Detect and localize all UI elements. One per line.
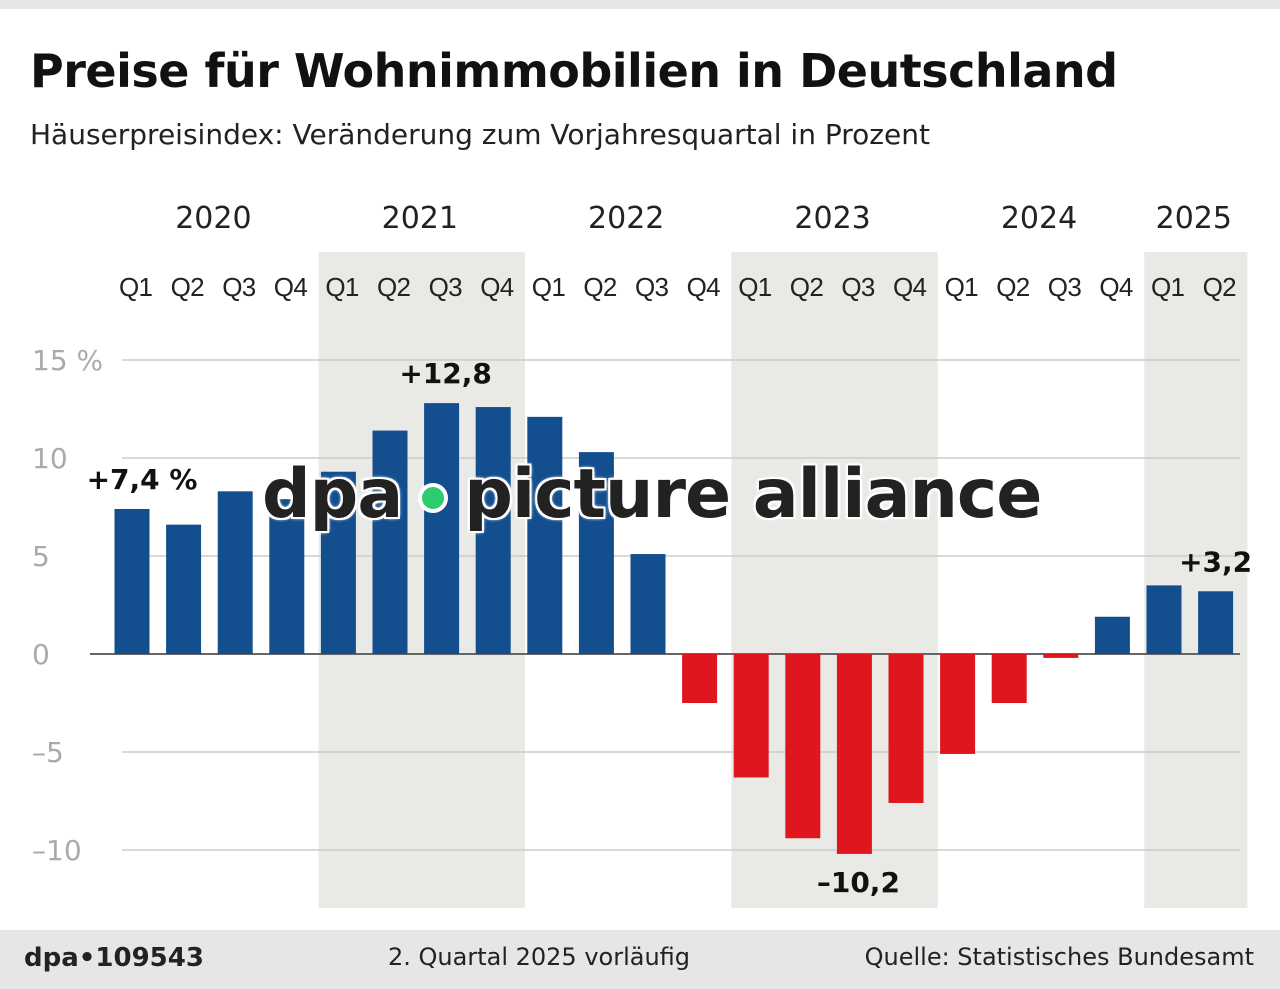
footer-source: Quelle: Statistisches Bundesamt [864, 943, 1254, 971]
quarter-label: Q2 [790, 272, 824, 302]
bar [1198, 591, 1234, 654]
quarter-label: Q2 [171, 272, 205, 302]
footer: dpa•109543 2. Quartal 2025 vorläufig Que… [0, 930, 1280, 989]
bar [424, 403, 460, 654]
watermark-logo: dpa picture alliance [262, 455, 1042, 534]
quarter-label: Q4 [687, 272, 721, 302]
bar [114, 508, 150, 654]
bar [785, 654, 821, 839]
y-tick-label: –5 [32, 736, 64, 769]
bar [372, 430, 408, 654]
bar [1146, 585, 1182, 654]
bar [1094, 616, 1130, 654]
y-tick-label: 5 [32, 540, 50, 573]
y-tick-label: 0 [32, 638, 50, 671]
bar [1043, 654, 1079, 658]
quarter-label: Q1 [945, 272, 979, 302]
data-label: –10,2 [817, 866, 900, 899]
quarter-label: Q3 [635, 272, 669, 302]
data-label: +3,2 [1179, 545, 1252, 578]
bar [733, 654, 769, 778]
bar [475, 407, 511, 654]
year-label: 2021 [382, 201, 458, 236]
quarter-label: Q3 [1048, 272, 1082, 302]
quarter-label: Q2 [377, 272, 411, 302]
chart: 15 % 10 5 0 –5 –10 Q1 Q2 Q3 Q4 Q1 Q2 Q3 Q4 Q1 Q2 Q3 Q4 Q1 Q… [32, 201, 1252, 908]
bar [217, 491, 253, 654]
quarter-label: Q2 [583, 272, 617, 302]
bar [630, 554, 666, 654]
quarter-label: Q2 [996, 272, 1030, 302]
footer-note: 2. Quartal 2025 vorläufig [388, 943, 691, 971]
footer-id: dpa•109543 [24, 943, 204, 973]
top-bar [0, 0, 1280, 9]
quarter-label: Q4 [274, 272, 308, 302]
quarter-label: Q4 [1099, 272, 1133, 302]
data-label: +7,4 % [87, 463, 198, 496]
year-band [731, 252, 938, 908]
chart-title: Preise für Wohnimmobilien in Deutschland [30, 44, 1118, 98]
chart-subtitle: Häuserpreisindex: Veränderung zum Vorjah… [30, 118, 930, 151]
quarter-label: Q4 [480, 272, 514, 302]
quarter-label: Q1 [119, 272, 153, 302]
quarter-label: Q3 [222, 272, 256, 302]
bar [836, 654, 872, 854]
bar [940, 654, 976, 754]
y-tick-label: 15 % [32, 344, 103, 377]
year-band [1144, 252, 1248, 908]
quarter-label: Q1 [738, 272, 772, 302]
bar [888, 654, 924, 803]
quarter-label: Q2 [1203, 272, 1237, 302]
quarter-label: Q3 [429, 272, 463, 302]
bar [269, 499, 305, 654]
bar [166, 524, 202, 654]
year-label: 2020 [175, 201, 251, 236]
year-label: 2023 [794, 201, 870, 236]
y-tick-label: –10 [32, 834, 82, 867]
quarter-label: Q1 [532, 272, 566, 302]
year-label: 2024 [1001, 201, 1077, 236]
quarter-label: Q1 [325, 272, 359, 302]
bar [578, 452, 614, 654]
year-label: 2025 [1156, 201, 1232, 236]
bar [682, 654, 718, 703]
quarter-label: Q4 [893, 272, 927, 302]
y-tick-label: 10 [32, 442, 68, 475]
bar [991, 654, 1027, 703]
quarter-label: Q1 [1151, 272, 1185, 302]
data-label: +12,8 [399, 357, 492, 390]
year-label: 2022 [588, 201, 664, 236]
bar [320, 471, 356, 654]
quarter-label: Q3 [841, 272, 875, 302]
bar [527, 416, 563, 654]
